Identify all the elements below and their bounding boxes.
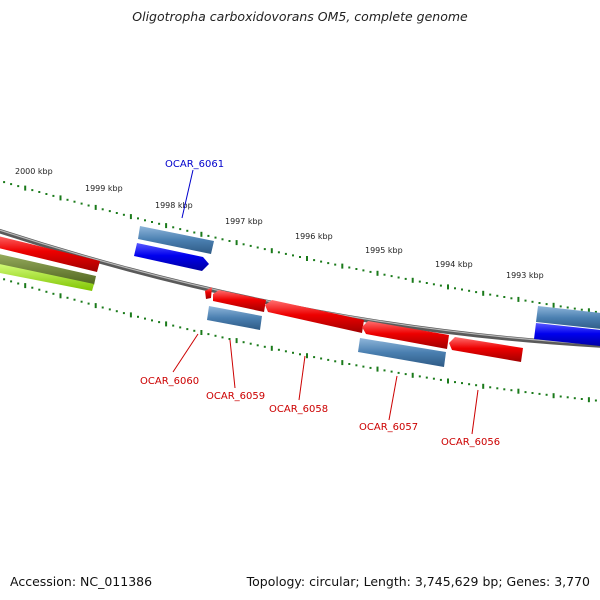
leader-line-ocar-6057 (388, 375, 398, 421)
map-title: Oligotropha carboxidovorans OM5, complet… (132, 9, 468, 24)
gene-box-ocar-6061[interactable] (138, 226, 214, 254)
gene-label-ocar-6056[interactable]: OCAR_6056 (441, 437, 500, 448)
gene-label-ocar-6057[interactable]: OCAR_6057 (359, 422, 418, 433)
inner-tick-track (3, 278, 597, 403)
kbp-label-1996: 1996 kbp (295, 232, 333, 241)
gene-box-ocar-6057[interactable] (358, 338, 446, 367)
leader-line-ocar-6059 (229, 339, 236, 389)
kbp-label-1999: 1999 kbp (85, 184, 123, 193)
reverse-cds-ocar-6059[interactable] (213, 290, 266, 312)
reverse-cds-ocar-6057[interactable] (362, 321, 449, 349)
kbp-label-1995: 1995 kbp (365, 246, 403, 255)
gene-box-ocar-6059[interactable] (207, 306, 262, 330)
gene-label-ocar-6061[interactable]: OCAR_6061 (165, 159, 224, 170)
kbp-label-1998: 1998 kbp (155, 201, 193, 210)
reverse-cds-ocar-6060[interactable] (205, 287, 212, 299)
kbp-label-1997: 1997 kbp (225, 217, 263, 226)
gene-label-ocar-6059[interactable]: OCAR_6059 (206, 391, 265, 402)
rna-feature-left[interactable] (0, 262, 94, 291)
forward-cds-ocar-6061[interactable] (134, 243, 209, 271)
topology-summary: Topology: circular; Length: 3,745,629 bp… (246, 574, 590, 589)
kbp-label-1993: 1993 kbp (506, 271, 544, 280)
kbp-label-1994: 1994 kbp (435, 260, 473, 269)
reverse-cds-ocar-6056[interactable] (449, 337, 523, 362)
kbp-label-2000: 2000 kbp (15, 167, 53, 176)
outer-tick-track (3, 181, 597, 314)
leader-line-ocar-6058 (298, 355, 306, 401)
leader-line-ocar-6061 (181, 169, 194, 219)
leader-line-ocar-6060 (172, 333, 199, 373)
gene-label-ocar-6060[interactable]: OCAR_6060 (140, 376, 199, 387)
accession-label: Accession: NC_011386 (10, 574, 153, 589)
leader-line-ocar-6056 (471, 389, 479, 435)
forward-cds-right[interactable] (534, 323, 600, 347)
reverse-cds-ocar-6058[interactable] (265, 300, 364, 333)
gene-label-ocar-6058[interactable]: OCAR_6058 (269, 404, 328, 415)
gene-box-right[interactable] (536, 306, 600, 330)
olive-feature-left[interactable] (0, 252, 96, 285)
reverse-cds-left[interactable] (0, 234, 100, 272)
